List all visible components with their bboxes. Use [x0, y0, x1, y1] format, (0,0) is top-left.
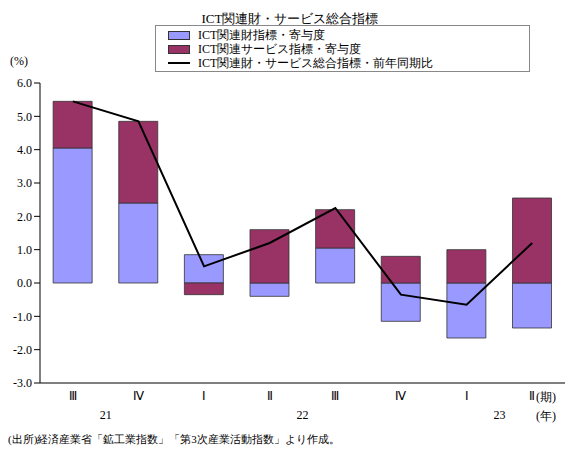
svg-text:2.0: 2.0 [17, 210, 32, 224]
html-text:ICT関連サービス指標・寄与度: ICT関連サービス指標・寄与度 [198, 42, 362, 56]
svg-text:-3.0: -3.0 [13, 376, 32, 390]
svg-text:1.0: 1.0 [17, 243, 32, 257]
html-text:(期): (期) [536, 390, 556, 404]
html-text:ICT関連財・サービス総合指標・前年同期比: ICT関連財・サービス総合指標・前年同期比 [198, 56, 434, 70]
svg-text:Ⅳ: Ⅳ [395, 389, 406, 403]
svg-text:Ⅲ: Ⅲ [331, 389, 339, 403]
svg-text:0.0: 0.0 [17, 276, 32, 290]
svg-text:5.0: 5.0 [17, 110, 32, 124]
svg-text:6.0: 6.0 [17, 76, 32, 90]
svg-text:Ⅲ: Ⅲ [69, 389, 77, 403]
svg-text:3.0: 3.0 [17, 176, 32, 190]
html-text:21: 21 [99, 408, 112, 422]
html-text:(出所)経済産業省「鉱工業指数」「第3次産業活動指数」より作: (出所)経済産業省「鉱工業指数」「第3次産業活動指数」より作成。 [8, 433, 340, 445]
html-text:ICT関連財・サービス総合指標: ICT関連財・サービス総合指標 [201, 11, 379, 26]
svg-text:4.0: 4.0 [17, 143, 32, 157]
svg-text:Ⅳ: Ⅳ [133, 389, 144, 403]
svg-text:Ⅱ: Ⅱ [267, 389, 273, 403]
svg-text:-1.0: -1.0 [13, 310, 32, 324]
svg-text:Ⅰ: Ⅰ [202, 389, 206, 403]
html-text:(年): (年) [536, 409, 556, 423]
svg-text:Ⅰ: Ⅰ [465, 389, 469, 403]
html-text:22: 22 [296, 408, 309, 422]
svg-text:-2.0: -2.0 [13, 343, 32, 357]
html-text:23: 23 [493, 408, 506, 422]
html-text:ICT関連財指標・寄与度: ICT関連財指標・寄与度 [198, 28, 326, 42]
svg-text:Ⅱ: Ⅱ [529, 389, 535, 403]
